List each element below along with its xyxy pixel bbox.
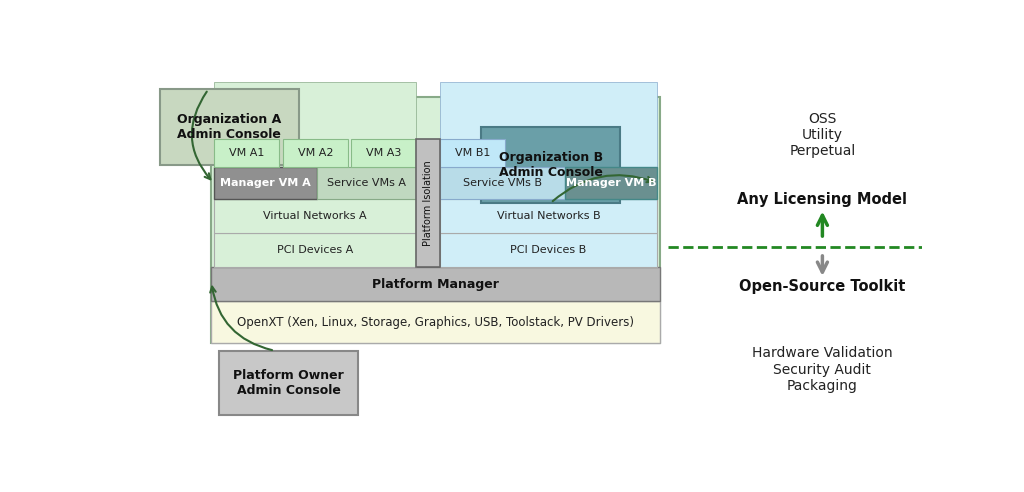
Text: VM A2: VM A2	[298, 148, 333, 158]
Text: Manager VM B: Manager VM B	[566, 178, 656, 188]
FancyBboxPatch shape	[565, 167, 657, 199]
FancyBboxPatch shape	[481, 127, 620, 203]
FancyBboxPatch shape	[214, 167, 316, 199]
Text: Any Licensing Model: Any Licensing Model	[737, 192, 907, 207]
FancyBboxPatch shape	[416, 139, 440, 268]
Text: Organization A
Admin Console: Organization A Admin Console	[177, 113, 282, 141]
Text: VM B1: VM B1	[455, 148, 490, 158]
Text: OSS
Utility
Perpetual: OSS Utility Perpetual	[790, 112, 855, 158]
FancyBboxPatch shape	[214, 139, 279, 167]
Text: Platform Manager: Platform Manager	[372, 278, 499, 291]
FancyBboxPatch shape	[214, 82, 416, 268]
FancyBboxPatch shape	[440, 199, 657, 233]
FancyBboxPatch shape	[160, 90, 299, 165]
FancyBboxPatch shape	[211, 97, 659, 343]
Text: Service VMs B: Service VMs B	[463, 178, 542, 188]
Text: Hardware Validation
Security Audit
Packaging: Hardware Validation Security Audit Packa…	[752, 346, 893, 393]
FancyBboxPatch shape	[440, 82, 657, 268]
Text: Platform Isolation: Platform Isolation	[423, 160, 433, 246]
Text: Open-Source Toolkit: Open-Source Toolkit	[739, 279, 905, 294]
Text: VM A3: VM A3	[366, 148, 401, 158]
Text: OpenXT (Xen, Linux, Storage, Graphics, USB, Toolstack, PV Drivers): OpenXT (Xen, Linux, Storage, Graphics, U…	[237, 316, 634, 329]
Text: Manager VM A: Manager VM A	[220, 178, 310, 188]
FancyBboxPatch shape	[214, 233, 416, 268]
FancyBboxPatch shape	[211, 268, 659, 302]
Text: PCI Devices B: PCI Devices B	[511, 246, 587, 255]
Text: Service VMs A: Service VMs A	[327, 178, 406, 188]
Text: PCI Devices A: PCI Devices A	[276, 246, 353, 255]
Text: Organization B
Admin Console: Organization B Admin Console	[499, 151, 603, 179]
Text: VM A1: VM A1	[228, 148, 264, 158]
FancyBboxPatch shape	[283, 139, 348, 167]
Text: Virtual Networks A: Virtual Networks A	[263, 211, 367, 221]
FancyBboxPatch shape	[440, 167, 565, 199]
FancyBboxPatch shape	[214, 199, 416, 233]
Text: Platform Owner
Admin Console: Platform Owner Admin Console	[233, 369, 344, 397]
FancyBboxPatch shape	[219, 351, 358, 415]
FancyBboxPatch shape	[316, 167, 416, 199]
Text: Virtual Networks B: Virtual Networks B	[497, 211, 600, 221]
FancyBboxPatch shape	[351, 139, 416, 167]
FancyBboxPatch shape	[440, 233, 657, 268]
FancyBboxPatch shape	[211, 302, 659, 343]
FancyBboxPatch shape	[440, 139, 505, 167]
